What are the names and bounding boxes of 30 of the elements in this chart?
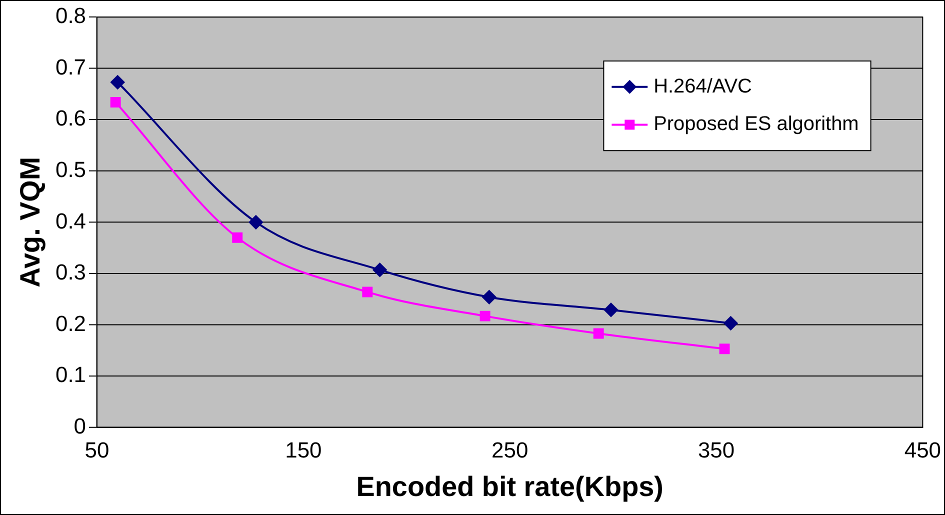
x-axis-title: Encoded bit rate(Kbps)	[356, 471, 664, 502]
y-tick-label: 0.8	[55, 3, 86, 28]
y-tick-label: 0.5	[55, 157, 86, 182]
point	[110, 75, 125, 90]
y-tick-label: 0.3	[55, 260, 86, 285]
point	[593, 328, 604, 339]
x-tick-label: 50	[84, 438, 110, 462]
point	[362, 286, 373, 298]
y-tick-label: 0.6	[55, 106, 86, 131]
point	[232, 232, 243, 243]
point	[724, 316, 738, 330]
point	[248, 215, 263, 230]
point	[719, 344, 730, 354]
y-tick-label: 0.1	[55, 362, 86, 388]
point	[482, 290, 496, 304]
x-tick-label: 450	[904, 438, 941, 462]
point	[480, 310, 490, 322]
y-axis-title: Avg. VQM	[14, 156, 46, 288]
y-tick-label: 0.7	[55, 54, 86, 80]
legend-label: H.264/AVC	[654, 75, 752, 98]
point	[604, 302, 618, 317]
legend-label: Proposed ES algorithm	[654, 113, 859, 136]
x-tick-label: 350	[698, 438, 735, 462]
y-tick-label: 0	[74, 413, 86, 438]
x-tick-label: 250	[492, 438, 528, 462]
point	[110, 97, 121, 108]
point	[372, 262, 387, 277]
y-tick-label: 0.2	[55, 310, 86, 336]
x-tick-label: 150	[285, 438, 322, 462]
y-tick-label: 0.4	[55, 208, 86, 234]
